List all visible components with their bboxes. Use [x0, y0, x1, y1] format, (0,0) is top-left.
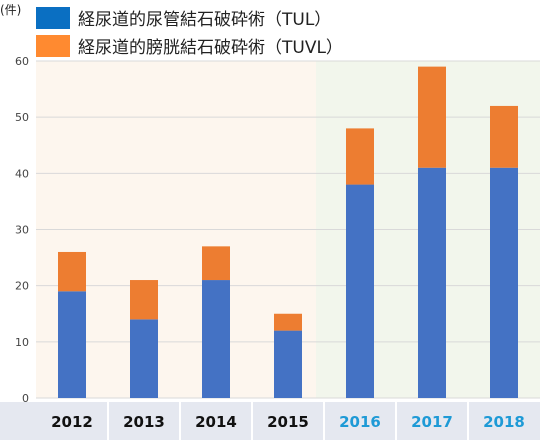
bar-tuvl-2013 — [130, 280, 158, 320]
y-tick-label: 0 — [22, 392, 29, 405]
x-tick-label-2017: 2017 — [411, 413, 453, 431]
x-tick-label-2018: 2018 — [483, 413, 525, 431]
y-tick-label: 60 — [15, 55, 29, 68]
legend-swatch-tul — [36, 7, 70, 29]
bar-tuvl-2018 — [490, 105, 518, 168]
bar-tuvl-2017 — [418, 66, 446, 168]
bar-tuvl-2014 — [202, 246, 230, 281]
bar-tuvl-2016 — [346, 128, 374, 185]
gridlines — [36, 60, 540, 399]
bar-tul-2016 — [346, 184, 374, 398]
legend: 経尿道的尿管結石破砕術（TUL） 経尿道的膀胱結石破砕術（TUVL） — [36, 7, 343, 58]
bar-tul-2015 — [274, 330, 302, 398]
y-tick-label: 40 — [15, 167, 29, 180]
bars — [58, 66, 518, 398]
x-axis-band — [0, 402, 540, 440]
bar-tul-2017 — [418, 167, 446, 398]
bar-tuvl-2012 — [58, 251, 86, 292]
x-tick-label-2012: 2012 — [51, 413, 93, 431]
bar-tuvl-2015 — [274, 313, 302, 331]
x-tick-label-2015: 2015 — [267, 413, 309, 431]
bar-tul-2018 — [490, 167, 518, 398]
y-axis: 0 10 20 30 40 50 60 — [15, 55, 29, 405]
y-tick-label: 30 — [15, 224, 29, 237]
legend-label-tuvl: 経尿道的膀胱結石破砕術（TUVL） — [78, 38, 343, 58]
y-tick-label: 50 — [15, 111, 29, 124]
bar-tul-2014 — [202, 280, 230, 398]
x-axis: 2012 2013 2014 2015 2016 2017 2018 — [0, 402, 540, 440]
bar-tul-2013 — [130, 319, 158, 398]
y-tick-label: 10 — [15, 336, 29, 349]
legend-swatch-tuvl — [36, 35, 70, 57]
x-tick-label-2014: 2014 — [195, 413, 237, 431]
y-tick-label: 20 — [15, 280, 29, 293]
y-unit-label: (件) — [0, 3, 21, 17]
legend-label-tul: 経尿道的尿管結石破砕術（TUL） — [78, 10, 331, 30]
bar-tul-2012 — [58, 291, 86, 398]
x-tick-label-2016: 2016 — [339, 413, 381, 431]
x-tick-label-2013: 2013 — [123, 413, 165, 431]
